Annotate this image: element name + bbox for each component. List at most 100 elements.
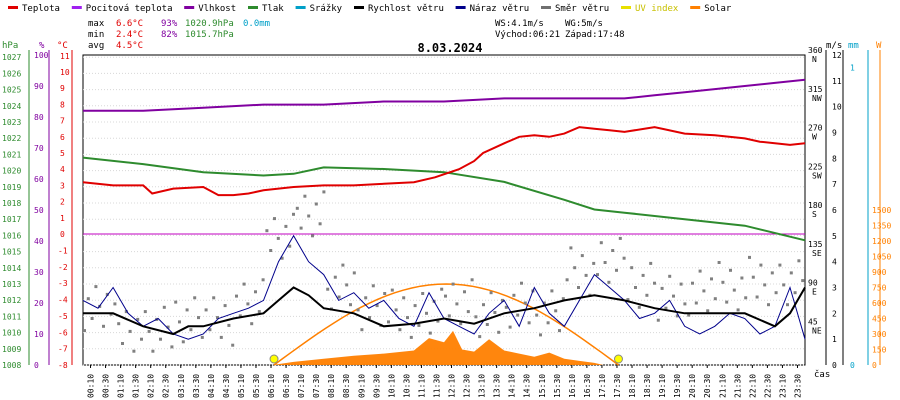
wind-dir-point-175 <box>748 255 751 259</box>
x-axis-ticks: 00:10 00:30 01:10 01:30 02:10 02:30 03:10 03:30… <box>87 365 802 398</box>
pressure-tick-1016: 1016 <box>2 231 21 240</box>
dir-tick-135: 135 <box>808 240 823 249</box>
wind-dir-point-166 <box>713 297 717 301</box>
legend-swatch-2 <box>184 6 195 9</box>
x-tick-08:10: 08:10 <box>327 374 336 398</box>
wind-dir-point-105 <box>482 303 485 307</box>
temp-tick-upper-10: 10 <box>60 68 70 77</box>
solar-tick-1200: 1200 <box>872 237 891 246</box>
wind-dir-point-87 <box>413 304 417 308</box>
pressure-tick-1020: 1020 <box>2 167 21 176</box>
x-tick-07:30: 07:30 <box>312 374 321 398</box>
wind-dir-point-83 <box>398 328 402 332</box>
legend-label-5: Rychlost větru <box>368 4 444 14</box>
legend-swatch-7 <box>541 6 551 9</box>
pressure-tick-1024: 1024 <box>2 102 21 111</box>
wind-dir-point-43 <box>246 302 250 306</box>
wind-dir-point-68 <box>341 263 345 267</box>
wind-tick-8: 8 <box>832 154 837 163</box>
series-wind-speed <box>83 286 806 336</box>
x-tick-11:30: 11:30 <box>432 374 441 398</box>
wind-dir-point-102 <box>470 278 474 282</box>
temp-tick-lower--8: -8 <box>58 361 68 370</box>
legend-label-7: Směr větru <box>555 4 609 14</box>
wind-dir-point-54 <box>288 244 292 248</box>
wind-dir-point-124 <box>554 309 558 313</box>
wind-dir-point-97 <box>451 282 455 286</box>
x-tick-14:10: 14:10 <box>508 374 517 398</box>
wind-dir-point-34 <box>212 296 216 300</box>
wind-dir-point-140 <box>615 268 618 272</box>
wind-dir-point-89 <box>421 292 425 295</box>
wind-dir-point-189 <box>801 279 805 283</box>
x-tick-11:10: 11:10 <box>417 374 426 398</box>
wind-gust-info: WG:5m/s <box>565 19 603 29</box>
wind-dir-point-107 <box>489 291 493 295</box>
legend-swatch-1 <box>71 6 82 9</box>
wind-dir-point-173 <box>740 276 744 280</box>
unit-cas: čas <box>814 369 830 380</box>
wind-dir-point-126 <box>561 297 565 301</box>
solar-tick-150: 150 <box>872 346 887 355</box>
wind-dir-point-96 <box>447 314 451 318</box>
temp-tick-upper-11: 11 <box>60 52 70 61</box>
wind-dir-point-69 <box>345 283 349 287</box>
wind-dir-point-135 <box>596 273 599 277</box>
x-tick-23:30: 23:30 <box>793 374 802 398</box>
humidity-tick-90: 90 <box>34 82 44 91</box>
wind-dir-point-141 <box>618 236 622 240</box>
sunrise-marker <box>269 354 279 364</box>
wind-dir-point-5 <box>102 324 105 328</box>
stat-min-press: 1015.7hPa <box>185 30 234 40</box>
stat-min-hum: 82% <box>161 30 178 40</box>
wind-dir-point-162 <box>698 269 702 273</box>
pressure-tick-1017: 1017 <box>2 215 21 224</box>
wind-dir-point-70 <box>349 303 352 307</box>
unit-mm: mm <box>848 41 859 51</box>
x-tick-17:30: 17:30 <box>613 374 622 398</box>
unit-degc: °C <box>57 41 68 51</box>
wind-dir-point-81 <box>390 288 394 292</box>
humidity-tick-100: 100 <box>34 51 49 60</box>
solar-tick-600: 600 <box>872 299 887 308</box>
x-tick-14:30: 14:30 <box>523 374 532 398</box>
temp-tick-lower--5: -5 <box>58 312 68 321</box>
dir-label-NW: NW <box>812 94 822 103</box>
wind-dir-point-76 <box>371 284 375 288</box>
x-tick-03:10: 03:10 <box>177 374 186 398</box>
rain-tick-1: 1 <box>850 63 855 72</box>
wind-dir-point-114 <box>516 313 520 317</box>
wind-dir-point-37 <box>223 304 227 308</box>
x-tick-00:30: 00:30 <box>102 374 111 398</box>
x-tick-00:10: 00:10 <box>87 374 96 398</box>
x-tick-01:30: 01:30 <box>132 374 141 398</box>
x-tick-08:30: 08:30 <box>342 374 351 398</box>
solar-tick-1500: 1500 <box>872 206 891 215</box>
wind-dir-point-22 <box>166 325 170 329</box>
wind-dir-point-72 <box>356 308 360 312</box>
pressure-tick-1009: 1009 <box>2 345 21 354</box>
wind-dir-point-130 <box>577 286 580 289</box>
wind-dir-point-53 <box>284 224 288 228</box>
wind-dir-point-24 <box>174 300 178 304</box>
wind-dir-point-161 <box>694 301 698 305</box>
wind-dir-point-116 <box>523 301 527 305</box>
x-tick-02:10: 02:10 <box>147 374 156 398</box>
wind-dir-point-74 <box>364 296 368 300</box>
x-tick-15:10: 15:10 <box>538 374 547 398</box>
wind-dir-point-109 <box>497 330 501 334</box>
wind-dir-point-12 <box>128 329 132 333</box>
wind-dir-point-106 <box>485 323 489 326</box>
stat-avg-label: avg <box>88 41 104 51</box>
temp-tick-upper-5: 5 <box>60 149 65 158</box>
pressure-tick-1015: 1015 <box>2 248 21 257</box>
wind-dir-point-2 <box>90 317 94 320</box>
legend-label-3: Tlak <box>262 4 284 14</box>
wind-dir-point-11 <box>124 310 128 314</box>
wind-dir-point-10 <box>121 342 124 345</box>
wind-dir-point-108 <box>493 311 497 314</box>
stat-avg-temp: 4.5°C <box>116 41 143 51</box>
wind-dir-point-9 <box>117 322 121 326</box>
x-tick-09:30: 09:30 <box>372 374 381 398</box>
wind-dir-point-164 <box>706 309 710 313</box>
